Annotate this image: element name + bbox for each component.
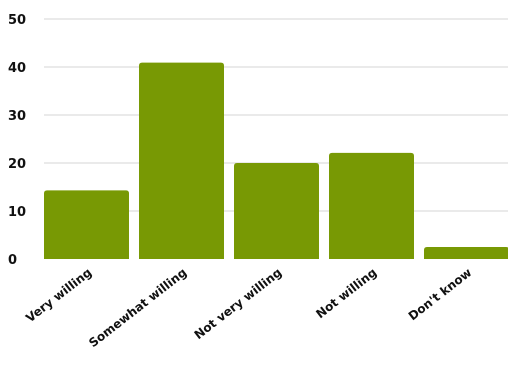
x-category-label: Somewhat willing <box>86 265 189 350</box>
x-category-label: Very willing <box>23 265 94 325</box>
y-tick-label: 20 <box>8 157 26 172</box>
bar <box>139 62 224 260</box>
y-axis-tick-labels: 0 10 20 30 40 50 <box>8 13 26 268</box>
bar <box>44 190 129 259</box>
bar <box>234 163 319 259</box>
x-category-label: Not willing <box>313 265 379 321</box>
x-category-label: Not very willing <box>192 265 285 342</box>
bar <box>329 152 414 259</box>
y-tick-label: 50 <box>8 13 26 28</box>
gridlines <box>44 18 508 212</box>
x-axis-category-labels: Very willing Somewhat willing Not very w… <box>23 265 474 350</box>
x-category-label: Don't know <box>406 265 475 323</box>
y-tick-label: 30 <box>8 109 26 124</box>
bar <box>424 247 508 259</box>
bars <box>44 62 508 260</box>
y-tick-label: 40 <box>8 61 26 76</box>
y-tick-label: 0 <box>8 253 17 268</box>
y-tick-label: 10 <box>8 205 26 220</box>
